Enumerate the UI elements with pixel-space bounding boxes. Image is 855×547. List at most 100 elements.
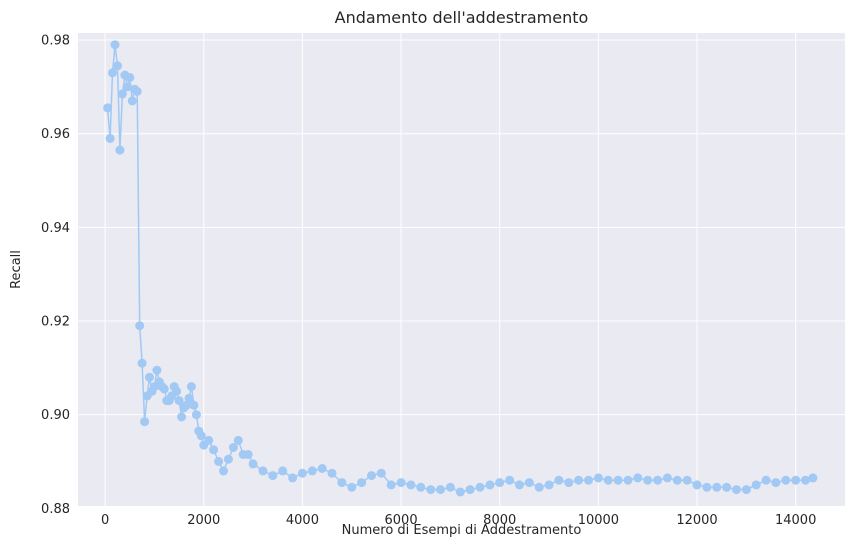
data-point — [781, 475, 791, 485]
data-point — [209, 445, 219, 455]
data-point — [125, 73, 135, 82]
data-point — [761, 475, 771, 485]
data-point — [214, 457, 224, 466]
x-tick-label: 6000 — [385, 513, 418, 528]
data-point — [534, 482, 544, 492]
y-axis-ticks: 0.88 0.90 0.92 0.94 0.96 0.98 — [41, 34, 70, 517]
data-point — [662, 473, 672, 483]
data-point — [376, 468, 386, 478]
y-tick-label: 0.90 — [41, 408, 70, 423]
data-point — [307, 466, 317, 476]
data-point — [426, 485, 436, 495]
data-point — [191, 410, 201, 420]
data-point — [436, 485, 445, 495]
data-point — [416, 482, 426, 492]
data-point — [672, 475, 682, 485]
data-point — [574, 475, 584, 485]
data-point — [317, 464, 327, 473]
data-point — [445, 482, 455, 492]
data-point — [223, 454, 233, 464]
data-point — [485, 480, 495, 490]
data-point — [132, 87, 142, 96]
data-point — [189, 400, 199, 410]
data-point — [712, 482, 722, 492]
data-point — [268, 471, 278, 481]
data-point — [633, 473, 643, 483]
data-point — [196, 431, 206, 441]
data-point — [741, 485, 751, 495]
data-point — [347, 482, 357, 492]
data-point — [219, 466, 228, 476]
plot-background — [78, 33, 845, 506]
data-point — [505, 475, 515, 485]
data-point — [288, 473, 298, 483]
data-point — [771, 478, 781, 488]
y-tick-label: 0.94 — [41, 221, 70, 236]
data-point — [297, 468, 307, 478]
data-point — [184, 393, 194, 403]
data-point — [554, 475, 564, 485]
data-point — [140, 417, 150, 427]
data-point — [653, 475, 663, 485]
data-point — [801, 475, 810, 485]
data-point — [465, 485, 475, 495]
data-point — [105, 133, 115, 143]
y-tick-label: 0.88 — [41, 502, 70, 517]
data-point — [692, 480, 702, 490]
data-point — [732, 485, 741, 495]
data-point — [172, 386, 182, 396]
x-axis-ticks: 0 2000 4000 6000 8000 10000 12000 14000 — [101, 513, 816, 528]
data-point — [524, 478, 534, 488]
data-point — [495, 478, 505, 488]
data-point — [327, 468, 337, 478]
data-point — [722, 482, 732, 492]
data-point — [682, 475, 692, 485]
data-point — [593, 473, 603, 483]
data-point — [233, 435, 243, 445]
data-point — [108, 68, 117, 78]
data-point — [110, 40, 120, 50]
data-point — [367, 471, 376, 481]
x-tick-label: 8000 — [483, 513, 516, 528]
data-point — [337, 478, 347, 488]
data-point — [228, 443, 238, 452]
data-point — [243, 450, 253, 459]
data-point — [137, 358, 147, 368]
data-point — [186, 382, 196, 392]
data-point — [515, 480, 524, 490]
data-point — [122, 82, 132, 92]
data-point — [544, 480, 554, 490]
x-tick-label: 2000 — [187, 513, 220, 528]
data-point — [613, 475, 623, 485]
data-point — [396, 478, 406, 488]
data-point — [475, 482, 485, 492]
data-point — [159, 384, 169, 394]
data-point — [564, 478, 574, 488]
data-point — [584, 475, 593, 485]
data-point — [455, 487, 465, 497]
data-point — [152, 365, 162, 375]
data-point — [174, 396, 184, 406]
data-point — [643, 475, 653, 485]
x-tick-label: 0 — [101, 513, 109, 528]
data-point — [103, 103, 113, 113]
y-tick-label: 0.92 — [41, 315, 70, 330]
data-point — [791, 475, 801, 485]
x-tick-label: 10000 — [578, 513, 619, 528]
data-point — [115, 145, 125, 155]
data-point — [357, 478, 367, 488]
data-point — [406, 480, 416, 490]
data-point — [127, 96, 137, 106]
y-axis-label: Recall — [9, 250, 24, 289]
x-tick-label: 12000 — [676, 513, 717, 528]
y-tick-label: 0.98 — [41, 34, 70, 49]
grid — [78, 33, 845, 509]
y-tick-label: 0.96 — [41, 127, 70, 142]
data-point — [177, 412, 187, 422]
data-point — [113, 61, 122, 71]
data-point — [135, 321, 145, 331]
chart-title: Andamento dell'addestramento — [335, 8, 589, 27]
data-point — [145, 372, 154, 382]
data-point — [623, 475, 633, 485]
data-point — [117, 89, 127, 99]
